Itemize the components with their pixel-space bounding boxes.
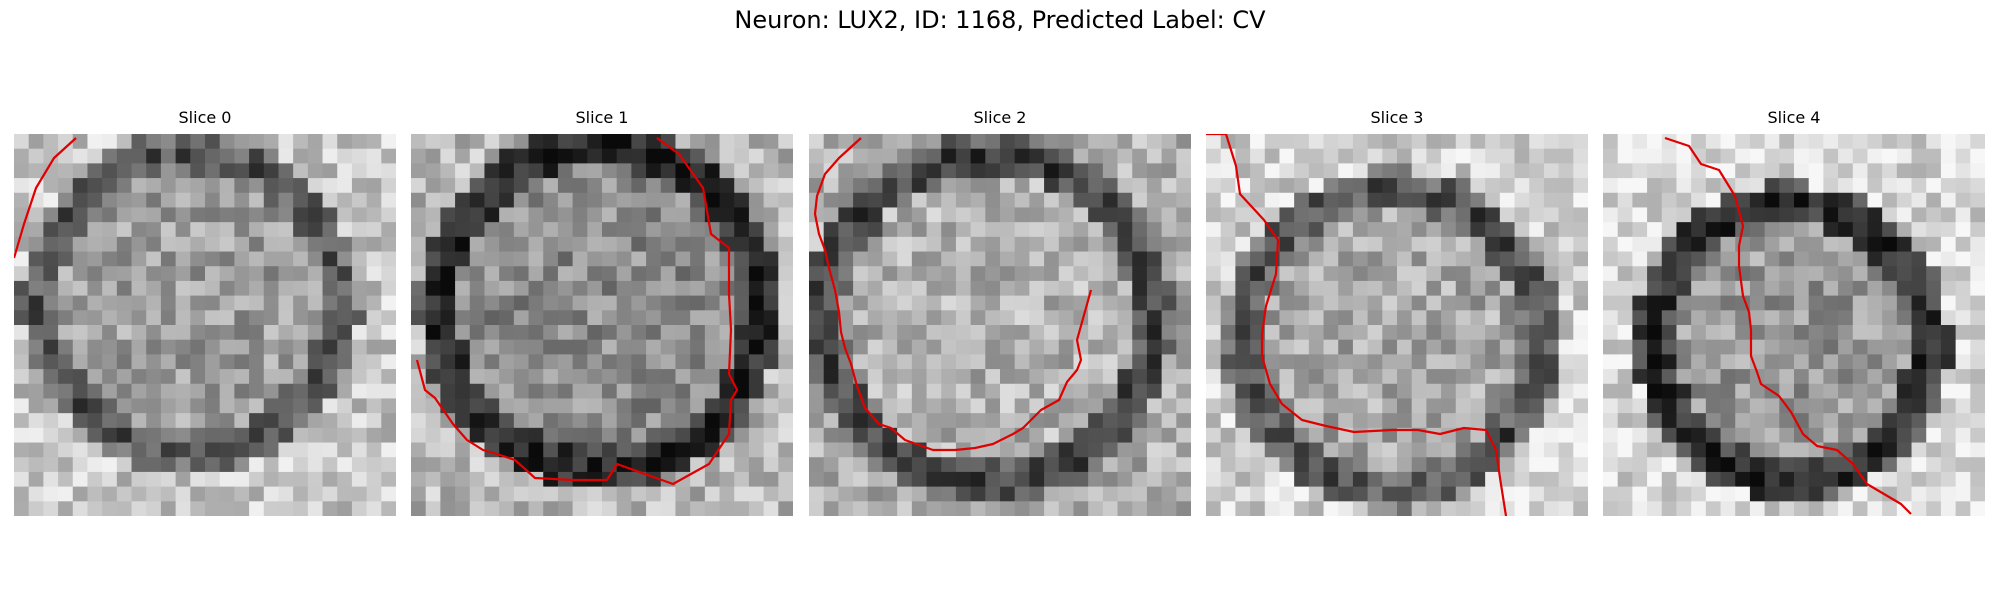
- slice-title: Slice 4: [1767, 108, 1821, 127]
- slice-panel-4: Slice 4: [1603, 108, 1985, 516]
- contour-line: [14, 137, 77, 259]
- slice-panel-2: Slice 2: [809, 108, 1191, 516]
- slice-panel-3: Slice 3: [1206, 108, 1588, 516]
- slice-image: [14, 134, 396, 516]
- slice-title: Slice 3: [1370, 108, 1424, 127]
- figure-title: Neuron: LUX2, ID: 1168, Predicted Label:…: [734, 6, 1266, 34]
- slice-title: Slice 0: [178, 108, 232, 127]
- slice-image: [809, 134, 1191, 516]
- slice-image: [1206, 134, 1588, 516]
- slice-title: Slice 2: [973, 108, 1027, 127]
- contour-line: [1664, 136, 1912, 515]
- slice-panel-1: Slice 1: [411, 108, 793, 516]
- slice-title: Slice 1: [575, 108, 629, 127]
- slice-image: [411, 134, 793, 516]
- slice-panel-0: Slice 0: [14, 108, 396, 516]
- slice-image: [1603, 134, 1985, 516]
- contour-line: [813, 137, 1093, 452]
- contour-line: [1206, 134, 1508, 516]
- contour-line: [415, 137, 739, 486]
